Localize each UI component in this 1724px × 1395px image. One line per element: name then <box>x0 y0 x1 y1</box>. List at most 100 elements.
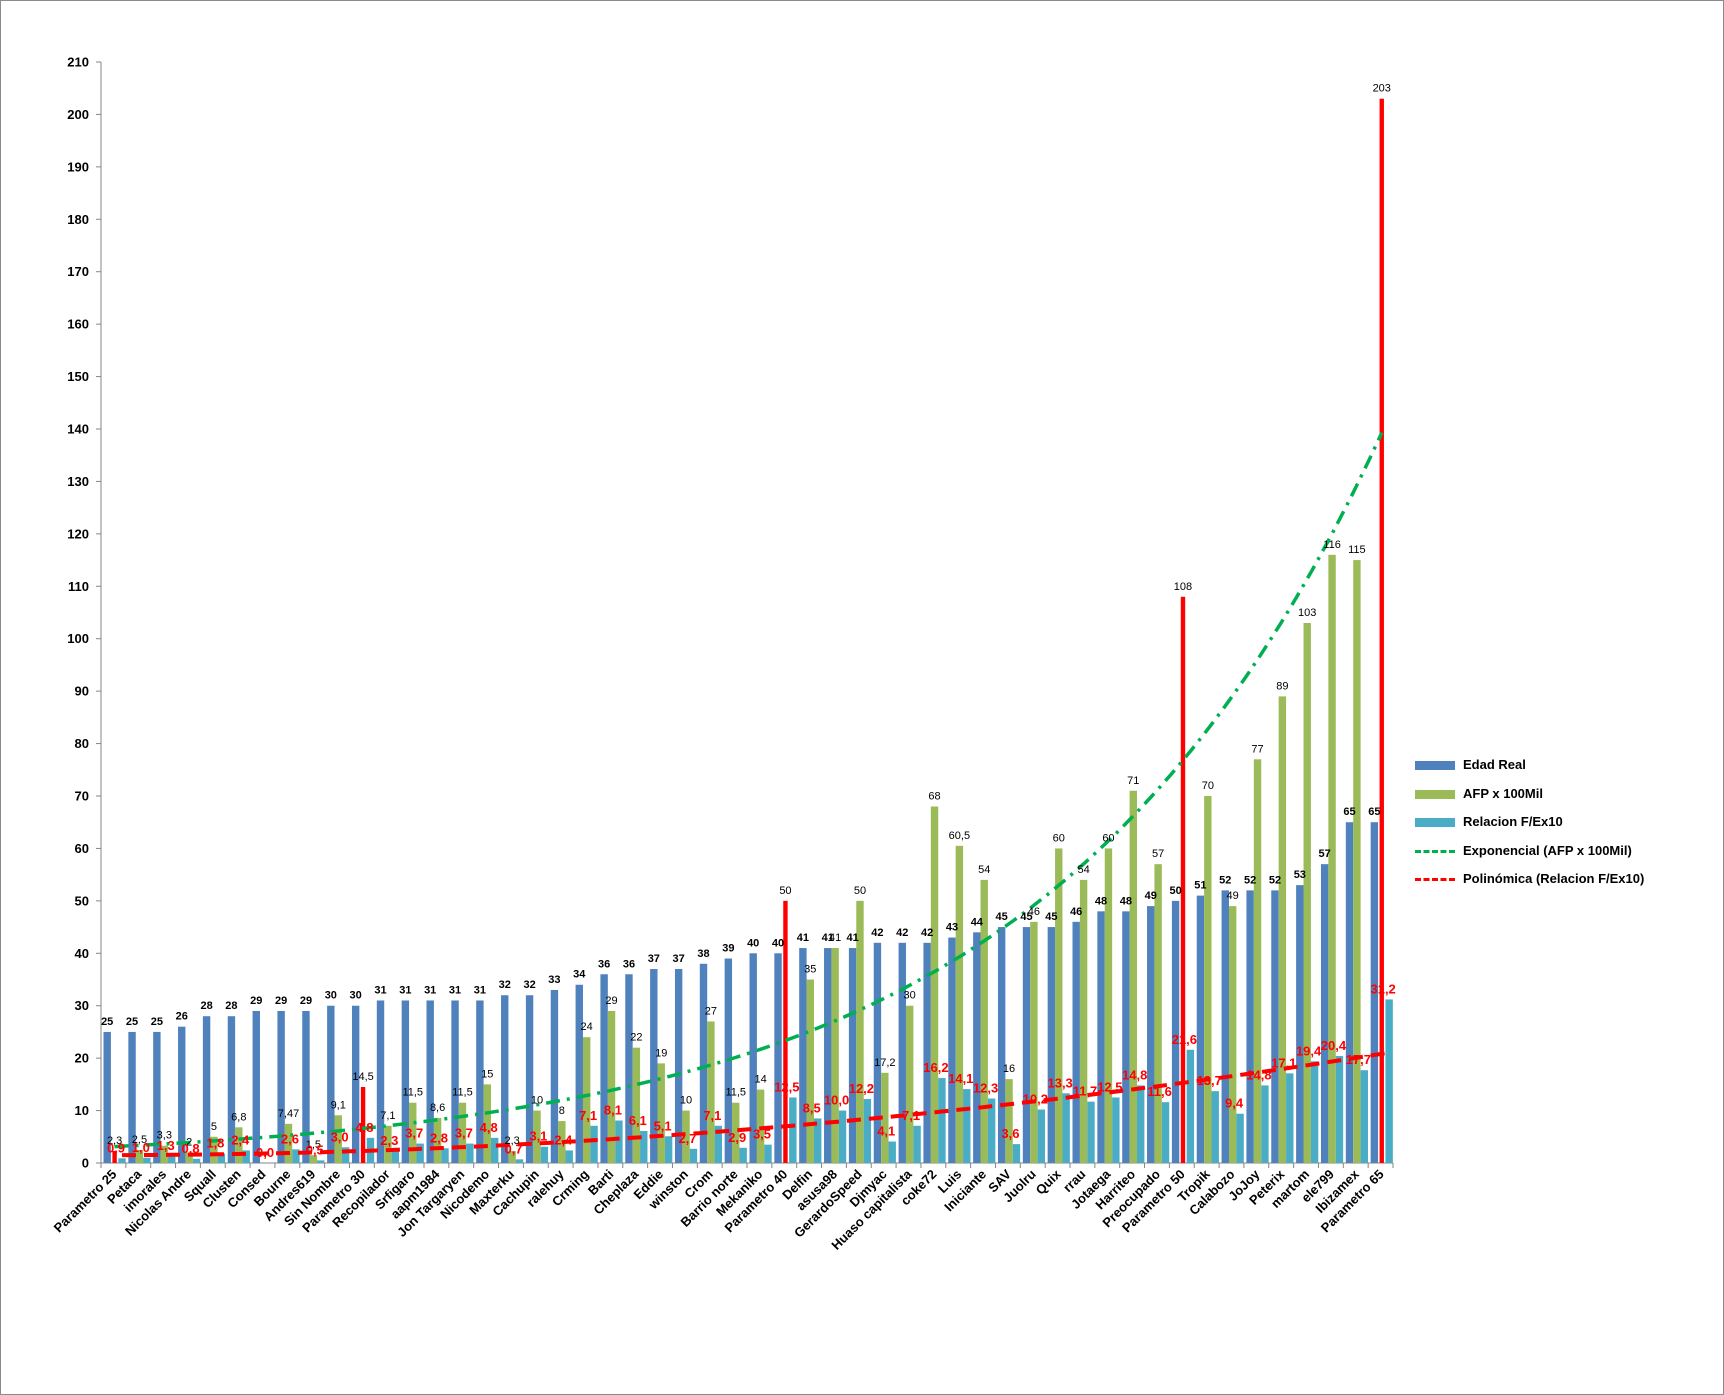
bar-afp-peterix <box>1278 696 1287 1163</box>
data-label-relacion: 2,6 <box>281 1131 299 1146</box>
data-label-edad-real: 52 <box>1269 874 1281 886</box>
data-label-edad-real: 52 <box>1219 874 1231 886</box>
bar-edad-real-crming <box>575 984 583 1163</box>
data-label-afp: 7,1 <box>380 1110 395 1122</box>
y-tick-label: 20 <box>75 1051 89 1066</box>
bar-edad-real-barti <box>600 974 608 1163</box>
legend-item-edad-real: Edad Real <box>1411 751 1711 780</box>
bar-afp-clusten <box>235 1127 243 1163</box>
data-label-edad-real: 29 <box>275 995 287 1007</box>
bar-afp-recopilador <box>384 1125 392 1163</box>
legend-label-edad-real: Edad Real <box>1463 757 1526 772</box>
bar-edad-real-clusten <box>227 1016 236 1163</box>
data-label-afp: 11,5 <box>725 1087 746 1099</box>
data-label-afp: 60 <box>1053 832 1065 844</box>
data-label-afp: 19 <box>655 1047 667 1059</box>
x-tick-label-quix: Quix <box>1033 1166 1065 1198</box>
bar-afp-tropik <box>1204 796 1212 1163</box>
data-label-relacion: 8,5 <box>803 1100 821 1115</box>
data-label-edad-real: 49 <box>1145 890 1157 902</box>
data-label-edad-real: 44 <box>971 916 984 928</box>
bar-relacion-parametro-50 <box>1186 1049 1195 1163</box>
data-label-relacion: 4,1 <box>877 1124 895 1139</box>
data-label-afp: 2,3 <box>107 1135 122 1147</box>
bar-relacion-cachupin <box>540 1146 549 1163</box>
bar-edad-real-jojoy <box>1246 890 1254 1163</box>
bar-relacion-mekaniko <box>764 1144 772 1163</box>
bar-afp-bourne <box>284 1123 293 1163</box>
bar-afp-imorales <box>160 1145 168 1163</box>
data-label-afp: 8 <box>559 1105 565 1117</box>
data-label-afp: 115 <box>1348 544 1366 556</box>
bar-relacion-crom <box>714 1125 723 1163</box>
legend-label-afp: AFP x 100Mil <box>1463 785 1543 801</box>
data-label-relacion: 1,3 <box>157 1138 175 1153</box>
data-label-relacion: 4,8 <box>355 1120 373 1135</box>
bar-relacion-delfin <box>813 1118 822 1163</box>
data-label-edad-real: 41 <box>797 932 809 944</box>
bar-edad-real-parametro-50 <box>1171 900 1180 1163</box>
data-label-edad-real: 42 <box>871 927 883 939</box>
data-label-edad-real: 25 <box>126 1016 138 1028</box>
bar-edad-real-crom <box>699 963 708 1163</box>
bar-afp-eddie <box>657 1063 665 1163</box>
data-label-edad-real: 57 <box>1319 848 1331 860</box>
legend: Edad Real AFP x 100Mil Relacion F/Ex10 E… <box>1411 751 1711 894</box>
data-label-relacion: 11,6 <box>1147 1084 1172 1099</box>
data-label-relacion: 3,1 <box>529 1129 547 1144</box>
data-label-afp: 71 <box>1127 775 1139 787</box>
y-tick-label: 100 <box>67 631 89 646</box>
data-label-edad-real: 48 <box>1095 895 1107 907</box>
bar-edad-real-ralehuy <box>550 989 559 1163</box>
data-label-relacion: 4,8 <box>480 1120 498 1135</box>
bar-edad-real-luis <box>948 937 956 1163</box>
bar-afp-preocupado <box>1154 864 1162 1163</box>
bar-relacion-bourne <box>292 1149 300 1163</box>
data-label-edad-real: 36 <box>623 958 635 970</box>
data-label-afp: 41 <box>829 932 841 944</box>
data-label-edad-real: 31 <box>449 984 461 996</box>
y-tick-label: 200 <box>67 107 89 122</box>
bar-afp-rrau <box>1079 879 1088 1163</box>
bar-relacion-parametro-40 <box>789 1097 797 1163</box>
bar-relacion-andres619 <box>317 1160 325 1163</box>
data-label-relacion: 19,4 <box>1296 1043 1322 1058</box>
bar-edad-real-juolru <box>1022 927 1031 1163</box>
data-label-afp: 2 <box>186 1137 192 1149</box>
legend-item-relacion: Relacion F/Ex10 <box>1411 808 1711 837</box>
bar-edad-real-preocupado <box>1147 906 1155 1163</box>
bar-edad-real-mekaniko <box>749 953 757 1163</box>
data-label-afp: 60,5 <box>949 830 970 842</box>
bar-relacion-rrau <box>1087 1101 1095 1163</box>
data-label-afp: 11,5 <box>402 1087 423 1099</box>
bar-afp-djmyac <box>881 1072 889 1163</box>
bar-afp-nicolas-andre <box>185 1152 193 1163</box>
data-label-afp: 27 <box>705 1005 717 1017</box>
data-label-afp: 35 <box>804 964 816 976</box>
data-label-afp: 57 <box>1152 848 1164 860</box>
y-tick-label: 150 <box>67 369 89 384</box>
data-label-afp: 54 <box>978 864 990 876</box>
bar-relacion-jotaega <box>1112 1097 1120 1163</box>
legend-label-relacion: Relacion F/Ex10 <box>1463 814 1563 830</box>
bar-relacion-imorales <box>167 1156 176 1163</box>
data-label-relacion: 12,5 <box>1097 1079 1122 1094</box>
bar-edad-real-parametro-40 <box>774 953 782 1163</box>
y-tick-label: 30 <box>75 998 89 1013</box>
bar-relacion-djmyac <box>888 1141 896 1163</box>
data-label-afp: 50 <box>854 885 866 897</box>
bar-relacion-peterix <box>1286 1073 1294 1163</box>
y-tick-label: 0 <box>82 1156 89 1171</box>
data-label-edad-real: 51 <box>1194 880 1206 892</box>
bar-relacion-luis <box>963 1089 971 1163</box>
bar-edad-real-calabozo <box>1221 890 1229 1163</box>
data-label-afp: 16 <box>1003 1063 1015 1075</box>
bar-edad-real-ele799 <box>1320 864 1329 1163</box>
data-label-relacion: 3,6 <box>1001 1126 1019 1141</box>
data-label-afp: 1,5 <box>306 1139 321 1151</box>
bar-edad-real-coke72 <box>923 942 931 1163</box>
bar-afp-delfin <box>806 979 814 1163</box>
bar-afp-crom <box>707 1021 715 1163</box>
bar-relacion-asusa98 <box>838 1110 847 1163</box>
